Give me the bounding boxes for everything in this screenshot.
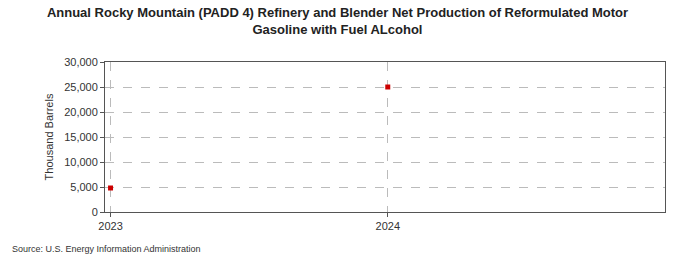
svg-text:15,000: 15,000 bbox=[64, 131, 98, 143]
svg-text:Annual Rocky Mountain (PADD 4): Annual Rocky Mountain (PADD 4) Refinery … bbox=[47, 5, 628, 37]
svg-text:2023: 2023 bbox=[98, 220, 122, 232]
svg-text:20,000: 20,000 bbox=[64, 106, 98, 118]
svg-text:2024: 2024 bbox=[376, 220, 400, 232]
svg-text:30,000: 30,000 bbox=[64, 56, 98, 68]
svg-text:10,000: 10,000 bbox=[64, 156, 98, 168]
svg-text:Thousand Barrels: Thousand Barrels bbox=[43, 93, 55, 180]
svg-text:25,000: 25,000 bbox=[64, 81, 98, 93]
svg-text:5,000: 5,000 bbox=[70, 181, 98, 193]
svg-text:0: 0 bbox=[92, 206, 98, 218]
svg-text:Source: U.S. Energy Informatio: Source: U.S. Energy Information Administ… bbox=[12, 244, 201, 254]
